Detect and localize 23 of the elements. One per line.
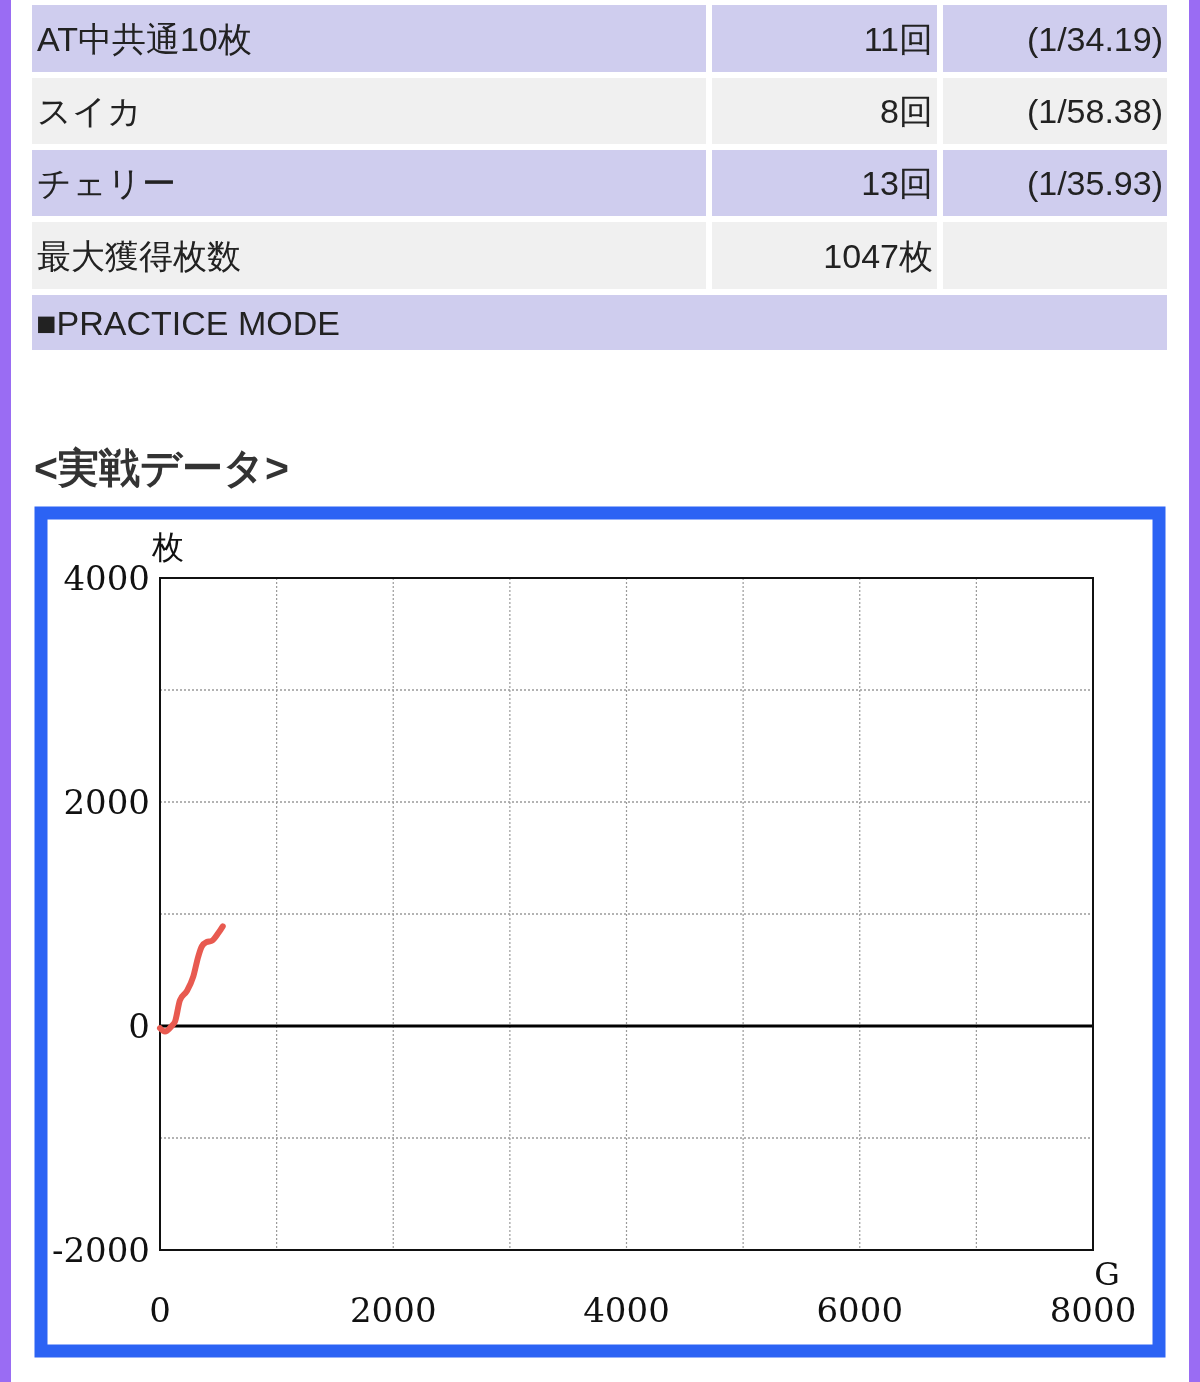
x-axis-title: G — [1094, 1255, 1120, 1293]
text: 13回 — [861, 164, 933, 202]
x-tick-label: 6000 — [816, 1290, 904, 1330]
y-tick-label: -2000 — [51, 1229, 150, 1270]
text: 1047枚 — [823, 236, 933, 275]
text: チェリー — [37, 164, 176, 202]
y-tick-label: 0 — [128, 1005, 150, 1046]
x-tick-label: 4000 — [583, 1290, 670, 1330]
text: 11回 — [863, 19, 933, 58]
text: ■PRACTICE MODE — [36, 303, 340, 342]
y-tick-label: 4000 — [63, 557, 150, 598]
x-tick-label: 8000 — [1049, 1290, 1137, 1330]
text: AT中共通10枚 — [37, 19, 252, 58]
text: 最大獲得枚数 — [37, 236, 241, 275]
text: (1/34.19) — [1026, 19, 1163, 58]
chart-title: <実戦データ> — [34, 445, 289, 491]
text: スイカ — [37, 92, 142, 130]
y-axis-title: 枚 — [151, 528, 184, 566]
y-tick-label: 2000 — [63, 781, 150, 822]
text: (1/35.93) — [1026, 164, 1163, 202]
x-tick-label: 2000 — [349, 1290, 437, 1330]
text: (1/58.38) — [1026, 92, 1163, 130]
text: 8回 — [880, 92, 933, 130]
